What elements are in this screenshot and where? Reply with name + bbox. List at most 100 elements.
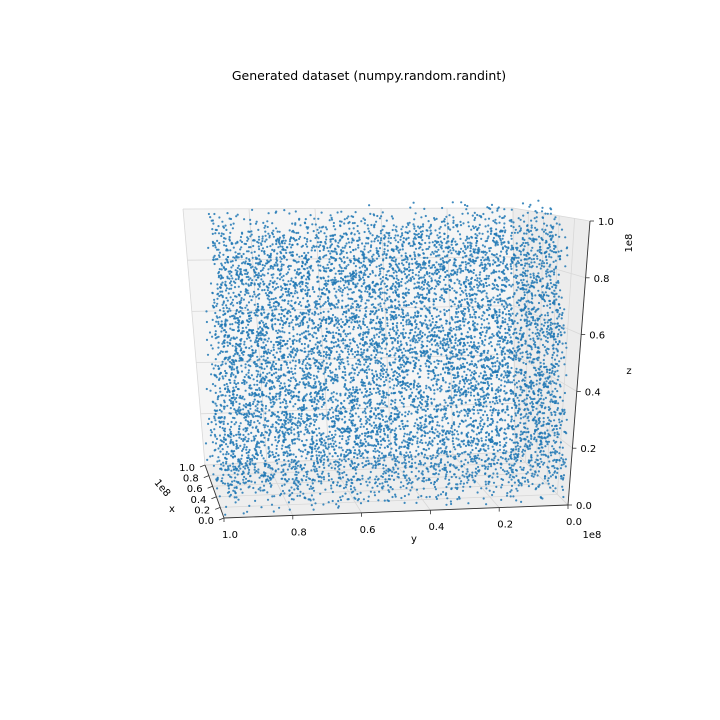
data-point [236,473,239,476]
data-point [221,264,224,267]
data-point [443,463,446,466]
data-point [534,345,537,349]
data-point [408,433,411,436]
data-point [305,377,308,380]
data-point [558,313,561,316]
data-point [306,245,309,248]
data-point [551,473,554,476]
data-point [234,345,237,348]
data-point [496,319,499,322]
data-point [419,364,422,368]
data-point [306,362,309,365]
data-point [343,458,346,461]
data-point [492,296,495,299]
data-point [231,298,235,301]
data-point [533,416,537,419]
data-point [541,297,544,300]
data-point [402,439,405,442]
data-point [367,442,370,445]
data-point [291,251,294,254]
data-point [237,430,240,434]
data-point [405,323,408,326]
data-point [356,453,359,456]
data-point [255,375,259,378]
data-point [434,344,437,347]
data-point [554,413,557,417]
data-point [482,363,485,367]
data-point [267,212,270,215]
data-point [395,277,398,280]
data-point [407,410,411,413]
data-point [551,484,555,487]
data-point [274,362,278,365]
data-point [565,374,568,377]
data-point [404,293,407,296]
data-point [233,479,236,482]
data-point [390,392,393,395]
data-point [555,298,558,301]
data-point [301,283,304,286]
data-point [317,231,320,234]
data-point [246,271,249,274]
data-point [285,363,288,366]
data-point [466,414,469,417]
data-point [391,257,394,260]
data-point [342,361,345,365]
data-point [550,256,553,259]
data-point [233,486,236,489]
data-point [317,341,320,344]
data-point [552,251,556,254]
data-point [281,234,285,237]
data-point [462,482,465,485]
data-point [256,330,259,333]
data-point [362,351,365,354]
data-point [450,252,453,255]
data-point [497,340,500,343]
data-point [363,222,366,225]
data-point [292,465,295,468]
data-point [422,391,425,394]
data-point [412,386,415,389]
data-point [487,217,491,220]
data-point [490,382,493,386]
data-point [380,357,383,360]
data-point [247,437,250,440]
data-point [365,342,368,345]
grid-line-z [182,207,514,210]
data-point [274,305,277,308]
data-point [412,201,415,204]
data-point [399,427,402,431]
data-point [268,283,271,286]
data-point [457,468,460,471]
data-point [302,474,305,477]
data-point [256,274,259,277]
data-point [343,218,346,221]
data-point [244,436,247,439]
data-point [557,328,561,331]
data-point [407,288,410,291]
data-point [482,298,485,301]
data-point [344,315,347,318]
data-point [381,253,384,256]
data-point [340,249,343,252]
data-point [276,340,279,344]
data-point [538,242,541,245]
data-point [364,387,367,390]
data-point [383,380,386,383]
data-point [277,375,280,378]
data-point [565,346,568,349]
data-point [433,462,437,465]
data-point [241,332,244,335]
data-point [336,470,339,473]
data-point [517,407,521,410]
data-point [437,248,440,251]
data-point [564,342,567,345]
data-point [339,496,342,499]
data-point [497,458,500,461]
data-point [513,383,517,386]
data-point [267,348,270,351]
data-point [375,414,378,417]
data-point [378,267,381,270]
data-point [494,468,497,471]
data-point [478,408,482,412]
